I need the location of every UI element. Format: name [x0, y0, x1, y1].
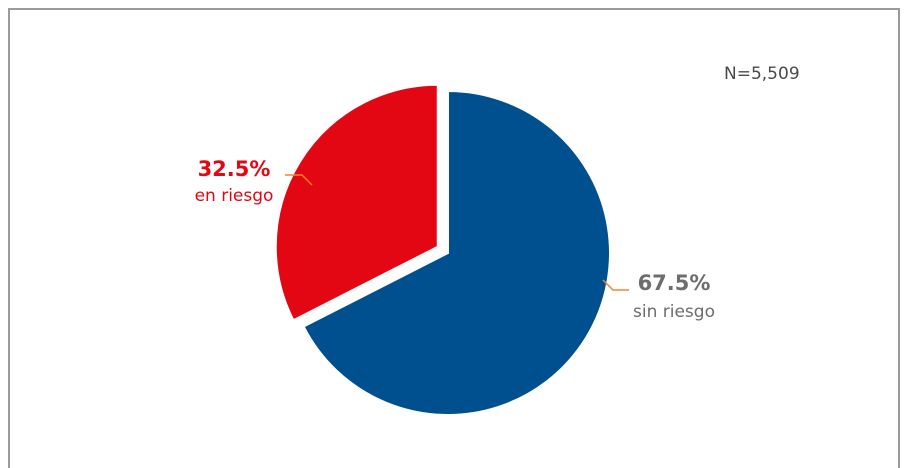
sample-size-label: N=5,509 — [724, 64, 800, 84]
value-label-en-riesgo: 32.5% — [198, 157, 271, 181]
chart-frame — [8, 8, 900, 468]
pie-slice-sin-riesgo — [302, 89, 611, 416]
leader-line-sin-riesgo — [602, 279, 629, 291]
category-label-en-riesgo: en riesgo — [195, 186, 274, 206]
category-label-sin-riesgo: sin riesgo — [633, 302, 715, 322]
leader-line-en-riesgo — [285, 174, 313, 186]
pie-slice-en-riesgo — [274, 83, 439, 322]
value-label-sin-riesgo: 67.5% — [638, 271, 711, 295]
